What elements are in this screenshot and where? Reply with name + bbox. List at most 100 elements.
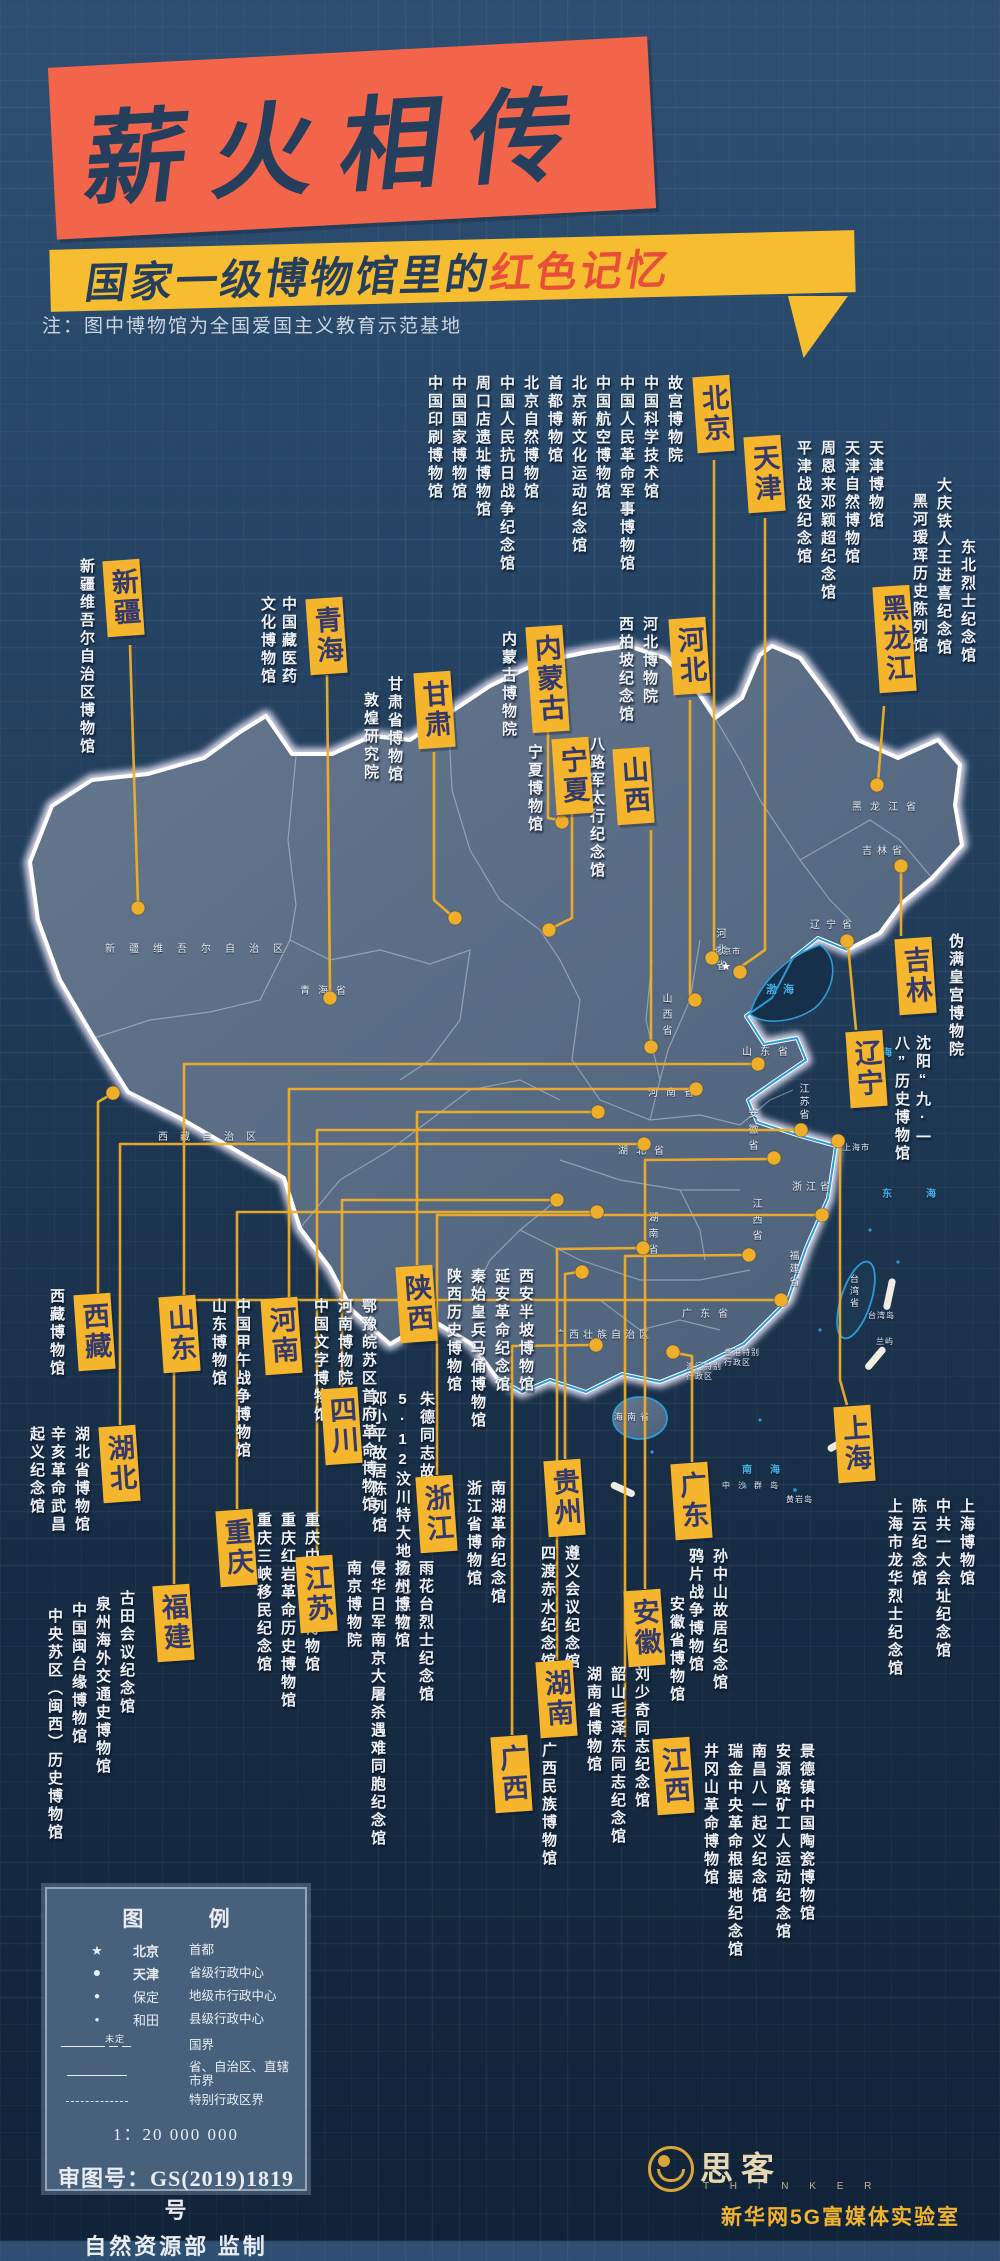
museum-list-jiangxi: 井冈山革命博物馆 瑞金中央革命根据地纪念馆 南昌八一起义纪念馆 安源路矿工人运动… bbox=[697, 1743, 820, 1959]
province-label-neimenggu: 内蒙古 bbox=[525, 624, 570, 734]
producer: 自然资源部 监制 bbox=[84, 2234, 268, 2259]
museum-name: 古田会议纪念馆 bbox=[118, 1590, 135, 1716]
museum-name: 湖南省博物馆 bbox=[585, 1666, 602, 1774]
map-province-label: 河北省 bbox=[714, 928, 725, 976]
map-province-label: 海南省 bbox=[614, 1412, 654, 1422]
museum-name: 故宫博物院 bbox=[666, 375, 683, 465]
province-label-gansu: 甘肃 bbox=[413, 670, 456, 750]
museum-name: 上海博物馆 bbox=[958, 1498, 975, 1588]
museum-name: 遵义会议纪念馆 bbox=[563, 1545, 580, 1671]
museum-name: 沈阳“九·一八”历史博物馆 bbox=[893, 1035, 931, 1163]
legend-row: 特别行政区界 bbox=[47, 2089, 305, 2112]
map-province-label: 西藏自治区 bbox=[158, 1132, 268, 1143]
museum-name: 周恩来邓颖超纪念馆 bbox=[819, 440, 836, 602]
legend-desc: 地级市行政中心 bbox=[189, 1989, 277, 2004]
legend-title: 图 例 bbox=[122, 1907, 260, 1931]
museum-name: 中国藏医药文化博物馆 bbox=[259, 596, 297, 686]
museum-name: 井冈山革命博物馆 bbox=[702, 1743, 719, 1887]
museum-list-shanxi: 八路军太行纪念馆 bbox=[583, 736, 610, 880]
map-city-label: 北京市 bbox=[714, 947, 741, 956]
province-label-chongqing: 重庆 bbox=[215, 1508, 258, 1588]
museum-list-xinjiang: 新疆维吾尔自治区博物馆 bbox=[73, 558, 100, 756]
museum-name: 西柏坡纪念馆 bbox=[617, 616, 634, 724]
city-dot-icon: ● bbox=[93, 1991, 101, 2002]
museum-name: 中国甲午战争博物馆 bbox=[234, 1298, 251, 1460]
museum-name: 周口店遗址博物馆 bbox=[474, 375, 491, 519]
approval-number: 审图号：GS(2019)1819号 bbox=[57, 2166, 294, 2223]
province-label-ningxia: 宁夏 bbox=[551, 736, 594, 816]
map-province-label: 福建省 bbox=[787, 1250, 798, 1289]
museum-name: 辛亥革命武昌起义纪念馆 bbox=[28, 1426, 66, 1534]
sea-label-bohai: 渤海 bbox=[766, 984, 800, 996]
museum-list-hubei: 湖北省博物馆 辛亥革命武昌起义纪念馆 bbox=[23, 1426, 95, 1544]
province-label-henan: 河南 bbox=[260, 1296, 303, 1376]
province-label-heilongjiang: 黑龙江 bbox=[872, 584, 917, 694]
museum-list-anhui: 安徽省博物馆 bbox=[663, 1596, 690, 1704]
note-text: 注：图中博物馆为全国爱国主义教育示范基地 bbox=[42, 316, 463, 337]
museum-name: 天津自然博物馆 bbox=[843, 440, 860, 566]
province-label-sichuan: 四川 bbox=[320, 1386, 363, 1466]
province-label-jiangxi: 江西 bbox=[652, 1736, 695, 1816]
museum-list-hebei: 河北博物院 西柏坡纪念馆 bbox=[612, 616, 663, 724]
legend-row: ★ 北京 首都 bbox=[47, 1939, 305, 1962]
museum-list-shandong: 山东博物馆 中国甲午战争博物馆 bbox=[205, 1298, 256, 1460]
city-dot-icon: ● bbox=[92, 1965, 102, 1981]
museum-name: 秦始皇兵马俑博物馆 bbox=[469, 1268, 486, 1430]
museum-list-beijing: 故宫博物院 中国科学技术馆 中国人民革命军事博物馆 中国航空博物馆 北京新文化运… bbox=[421, 375, 688, 573]
museum-name: 中国人民革命军事博物馆 bbox=[618, 375, 635, 573]
museum-name: 山东博物馆 bbox=[210, 1298, 227, 1388]
map-province-label: 安徽省 bbox=[746, 1108, 757, 1156]
map-province-label: 湖北省 bbox=[618, 1146, 672, 1157]
museum-name: 首都博物馆 bbox=[546, 375, 563, 465]
museum-name: 西藏博物馆 bbox=[48, 1288, 65, 1378]
map-province-label: 黑龙江省 bbox=[852, 802, 924, 813]
legend-desc: 特别行政区界 bbox=[189, 2093, 265, 2108]
map-province-label: 江西省 bbox=[750, 1198, 761, 1246]
province-label-hunan: 湖南 bbox=[535, 1659, 578, 1739]
map-province-label: 山东省 bbox=[742, 1047, 796, 1058]
legend-name: 北京 bbox=[133, 1944, 160, 1959]
museum-list-guizhou: 遵义会议纪念馆 四渡赤水纪念馆 bbox=[534, 1545, 585, 1671]
legend-row: ● 保定 地级市行政中心 bbox=[47, 1985, 305, 2008]
museum-name: 泉州海外交通史博物馆 bbox=[94, 1596, 111, 1776]
museum-list-xizang: 西藏博物馆 bbox=[43, 1288, 70, 1378]
map-island-label: 台湾岛 bbox=[868, 1311, 895, 1320]
map-province-label: 江苏省 bbox=[797, 1083, 808, 1122]
museum-name: 安源路矿工人运动纪念馆 bbox=[774, 1743, 791, 1941]
museum-name: 南京博物院 bbox=[345, 1560, 362, 1650]
museum-name: 中共一大会址纪念馆 bbox=[934, 1498, 951, 1660]
museum-name: 大庆铁人王进喜纪念馆 bbox=[935, 477, 952, 657]
museum-name: 瑞金中央革命根据地纪念馆 bbox=[726, 1743, 743, 1959]
province-label-shanghai: 上海 bbox=[833, 1404, 876, 1484]
legend-row: 未定 国界 bbox=[47, 2031, 305, 2059]
museum-name: 黑河瑷珲历史陈列馆 bbox=[911, 493, 928, 655]
map-island-label: 中沙群岛 bbox=[722, 1481, 786, 1490]
museum-name: 重庆三峡移民纪念馆 bbox=[255, 1512, 272, 1674]
undefined-label: 未定 bbox=[105, 2034, 126, 2044]
province-label-guangdong: 广东 bbox=[670, 1461, 713, 1541]
legend-row: 省、自治区、直辖市界 bbox=[47, 2059, 305, 2089]
province-label-xinjiang: 新疆 bbox=[102, 558, 145, 638]
museum-list-jiangsu: 南京博物院 侵华日军南京大屠杀遇难同胞纪念馆 扬州博物馆 雨花台烈士纪念馆 bbox=[340, 1560, 439, 1848]
logo-organization: 新华网5G富媒体实验室 bbox=[720, 2206, 960, 2229]
map-province-label: 新疆维吾尔自治区 bbox=[105, 944, 297, 955]
title-banner: 薪火相传 bbox=[47, 36, 657, 240]
province-label-xizang: 西藏 bbox=[73, 1292, 116, 1372]
museum-name: 扬州博物馆 bbox=[393, 1560, 410, 1650]
museum-name: 中国科学技术馆 bbox=[642, 375, 659, 501]
sea-label-donghai: 东海 bbox=[882, 1189, 970, 1200]
logo-name-en: T H I N K E R bbox=[703, 2181, 881, 2192]
museum-list-shanghai: 上海博物馆 中共一大会址纪念馆 陈云纪念馆 上海市龙华烈士纪念馆 bbox=[881, 1498, 980, 1678]
museum-name: 陕西历史博物馆 bbox=[445, 1268, 462, 1394]
museum-list-guangxi: 广西民族博物馆 bbox=[535, 1742, 562, 1868]
solid-line-icon bbox=[61, 2066, 133, 2082]
dashed-line-icon bbox=[61, 2093, 133, 2109]
museum-name: 甘肃省博物馆 bbox=[386, 676, 403, 784]
legend-name: 和田 bbox=[133, 2013, 160, 2028]
map-island-label: 兰屿 bbox=[876, 1337, 894, 1346]
museum-name: 东北烈士纪念馆 bbox=[959, 539, 976, 665]
subtitle-highlight: 红色记忆 bbox=[486, 245, 675, 297]
museum-name: 中国国家博物馆 bbox=[450, 375, 467, 501]
museum-list-henan: 中国文字博物馆 河南博物院 鄂豫皖苏区首府革命博物馆 bbox=[307, 1298, 382, 1514]
